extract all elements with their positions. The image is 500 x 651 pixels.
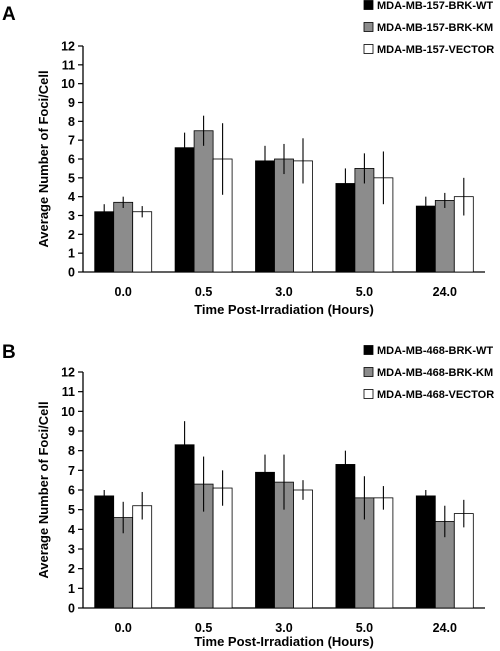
bar-mda-mb-468-brk-wt [255, 471, 275, 609]
y-tick-label: 11 [62, 58, 75, 72]
legend-swatch [363, 44, 374, 54]
bar-mda-mb-157-brk-wt [94, 211, 115, 273]
bar-mda-mb-468-vector [293, 489, 313, 609]
bar-mda-mb-157-brk-km [434, 200, 455, 273]
y-tick-label: 4 [68, 523, 75, 537]
bar-mda-mb-468-brk-wt [335, 464, 356, 609]
y-axis-title: Average Number of Foci/Cell [36, 401, 51, 578]
y-tick-label: 0 [68, 602, 75, 616]
y-tick-label: 5 [68, 503, 75, 517]
bar-mda-mb-157-brk-wt [415, 205, 436, 273]
bar-mda-mb-157-brk-wt [174, 147, 195, 273]
y-tick-label: 2 [68, 562, 75, 576]
x-tick-label: 0.0 [115, 285, 132, 299]
x-tick-label: 5.0 [356, 285, 373, 299]
x-tick-label: 3.0 [275, 621, 292, 635]
bar-mda-mb-468-brk-wt [174, 444, 195, 609]
x-tick-label: 5.0 [356, 621, 373, 635]
y-tick-label: 8 [68, 444, 75, 458]
legend-label: MDA-MB-468-BRK-KM [377, 367, 493, 379]
y-axis-title: Average Number of Foci/Cell [36, 70, 51, 247]
legend-swatch [363, 345, 374, 355]
y-tick-label: 6 [68, 484, 75, 498]
y-tick-label: 6 [68, 153, 75, 167]
legend-label: MDA-MB-468-BRK-WT [377, 345, 493, 357]
bar-mda-mb-468-vector [132, 505, 153, 609]
legend-label: MDA-MB-157-BRK-KM [377, 22, 493, 34]
x-tick-label: 24.0 [433, 621, 457, 635]
bar-mda-mb-468-brk-wt [94, 495, 115, 609]
panel-letter: A [2, 4, 16, 25]
y-tick-label: 12 [61, 40, 75, 54]
x-axis-title: Time Post-Irradiation (Hours) [194, 634, 374, 649]
y-tick-label: 9 [68, 96, 75, 110]
y-tick-label: 1 [68, 247, 75, 261]
legend-swatch [363, 22, 374, 32]
bar-mda-mb-468-brk-wt [415, 495, 436, 609]
bar-mda-mb-157-brk-km [354, 168, 375, 273]
legend-swatch [363, 0, 374, 10]
y-tick-label: 4 [68, 190, 75, 204]
y-tick-label: 0 [68, 266, 75, 280]
legend-label: MDA-MB-157-VECTOR [377, 44, 494, 56]
y-tick-label: 7 [68, 134, 75, 148]
y-tick-label: 5 [68, 171, 75, 185]
bar-mda-mb-157-brk-wt [255, 160, 275, 273]
x-tick-label: 3.0 [275, 285, 292, 299]
y-tick-label: 3 [68, 543, 75, 557]
x-tick-label: 24.0 [433, 285, 457, 299]
x-tick-label: 0.5 [195, 621, 212, 635]
y-tick-label: 1 [68, 582, 75, 596]
y-tick-label: 10 [61, 77, 75, 91]
y-tick-label: 7 [68, 464, 75, 478]
bar-mda-mb-468-vector [373, 497, 394, 609]
panel-letter: B [2, 342, 16, 363]
bar-mda-mb-157-brk-km [113, 201, 134, 273]
x-tick-label: 0.0 [115, 621, 132, 635]
y-tick-label: 10 [61, 405, 75, 419]
x-axis-title: Time Post-Irradiation (Hours) [194, 302, 374, 317]
bar-mda-mb-157-vector [132, 211, 153, 273]
y-tick-label: 8 [68, 115, 75, 129]
y-tick-label: 11 [62, 385, 75, 399]
legend-label: MDA-MB-157-BRK-WT [377, 0, 493, 12]
bar-mda-mb-468-vector [453, 513, 474, 609]
y-tick-label: 2 [68, 228, 75, 242]
y-tick-label: 9 [68, 425, 75, 439]
x-tick-label: 0.5 [195, 285, 212, 299]
bar-mda-mb-157-brk-km [193, 130, 214, 273]
legend-swatch [363, 389, 374, 399]
legend-label: MDA-MB-468-VECTOR [377, 389, 494, 401]
y-tick-label: 12 [61, 366, 75, 380]
bar-mda-mb-157-brk-km [274, 158, 294, 273]
legend-swatch [363, 367, 374, 377]
y-tick-label: 3 [68, 209, 75, 223]
bar-mda-mb-468-vector [212, 487, 233, 609]
